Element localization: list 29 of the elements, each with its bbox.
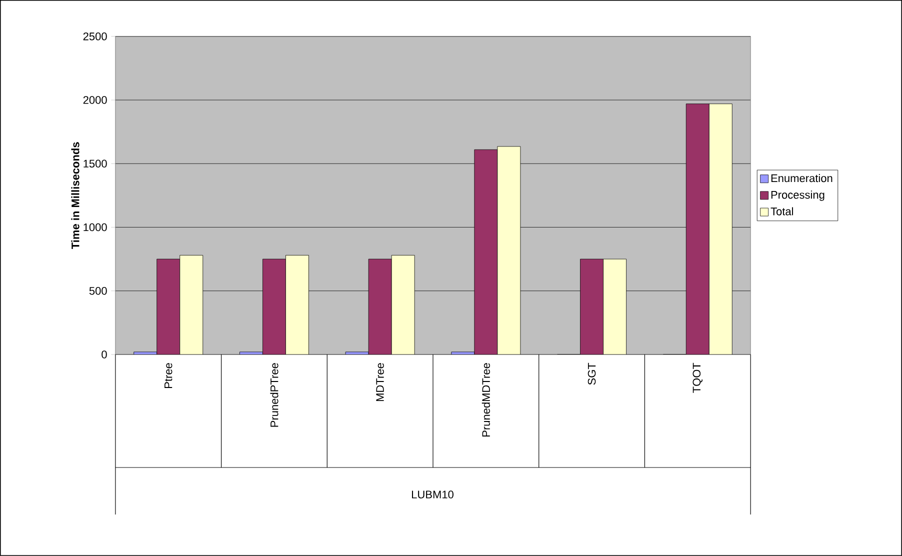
legend-label: Processing bbox=[771, 190, 824, 201]
bar bbox=[262, 258, 286, 355]
y-tick-label: 500 bbox=[89, 286, 107, 295]
legend-label: Enumeration bbox=[771, 174, 832, 182]
x-tick-label: TQOT bbox=[692, 362, 703, 393]
x-tick-label: PrunedPTree bbox=[270, 363, 278, 427]
legend-label: Total bbox=[770, 207, 794, 216]
bar bbox=[156, 258, 180, 355]
bar bbox=[180, 255, 204, 355]
x-tick-label: PrunedMDTree bbox=[482, 363, 490, 437]
bar bbox=[686, 104, 710, 355]
bar bbox=[286, 255, 309, 355]
bar bbox=[603, 258, 626, 355]
x-tick-label: SGT bbox=[588, 362, 596, 385]
bar bbox=[708, 104, 732, 355]
y-tick-label: 1500 bbox=[84, 160, 107, 168]
bar bbox=[368, 258, 392, 355]
x-tick-label: MDTree bbox=[376, 363, 384, 402]
y-tick-label: 0 bbox=[102, 350, 107, 358]
bar bbox=[391, 255, 415, 355]
bar bbox=[580, 258, 604, 355]
y-axis-title: Time in Milliseconds bbox=[71, 142, 80, 250]
x-tick-label: Ptree bbox=[164, 363, 172, 388]
y-tick-label: 2000 bbox=[83, 96, 107, 104]
bar bbox=[497, 146, 521, 355]
text: LUBM10 bbox=[412, 490, 454, 498]
y-tick-label: 2500 bbox=[83, 32, 107, 40]
bar bbox=[474, 149, 498, 355]
y-tick-label: 1000 bbox=[84, 223, 107, 232]
